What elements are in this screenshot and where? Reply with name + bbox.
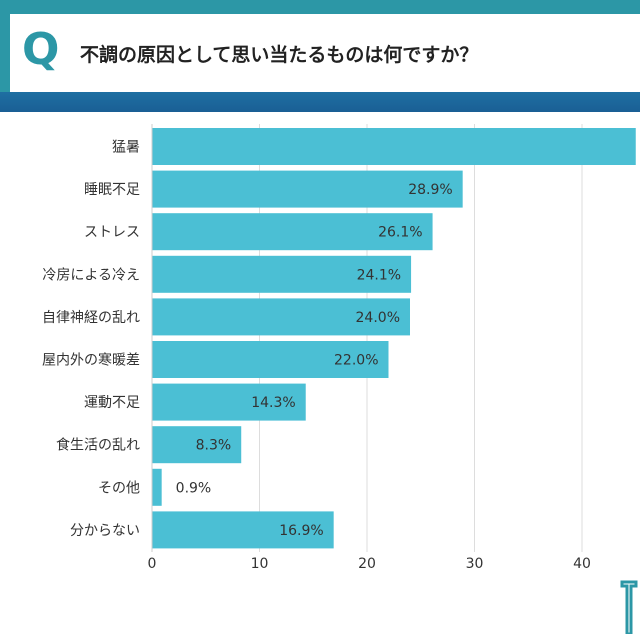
bar-3	[152, 255, 412, 293]
category-label-4: 自律神経の乱れ	[42, 310, 140, 326]
category-label-2: ストレス	[84, 225, 140, 241]
category-label-6: 運動不足	[84, 395, 140, 411]
question-card	[10, 14, 640, 92]
category-label-0: 猛暑	[112, 140, 140, 156]
q-mark: Q	[22, 24, 60, 75]
category-label-8: その他	[98, 480, 140, 496]
x-tick-label-1: 10	[251, 556, 269, 572]
value-label-2: 26.1%	[378, 225, 422, 241]
value-label-5: 22.0%	[334, 353, 378, 369]
x-tick-label-4: 40	[573, 556, 591, 572]
bar-1	[152, 170, 463, 208]
value-label-7: 8.3%	[196, 438, 232, 454]
bar-8	[152, 468, 162, 506]
category-label-7: 食生活の乱れ	[56, 437, 140, 454]
bar-7	[152, 426, 242, 464]
value-label-3: 24.1%	[357, 267, 401, 283]
bar-9	[152, 511, 334, 549]
x-tick-label-0: 0	[148, 556, 157, 572]
value-label-6: 14.3%	[251, 395, 295, 411]
bar-5	[152, 341, 389, 378]
logo-icon	[620, 580, 638, 634]
bar-2	[152, 213, 433, 251]
x-tick-label-3: 30	[466, 556, 484, 572]
bar-0	[152, 128, 636, 165]
bar-4	[152, 298, 410, 336]
category-label-3: 冷房による冷え	[42, 267, 140, 283]
value-label-4: 24.0%	[356, 310, 400, 326]
x-tick-label-2: 20	[358, 556, 376, 572]
question-title: 不調の原因として思い当たるものは何ですか？	[80, 44, 479, 66]
bar-6	[152, 383, 306, 421]
category-label-9: 分からない	[70, 523, 140, 539]
category-label-1: 睡眠不足	[84, 182, 140, 198]
value-label-1: 28.9%	[408, 182, 452, 198]
value-label-8: 0.9%	[176, 480, 212, 496]
category-label-5: 屋内外の寒暖差	[42, 352, 140, 369]
header-bottom-stripe	[0, 92, 640, 112]
value-label-9: 16.9%	[279, 523, 323, 539]
